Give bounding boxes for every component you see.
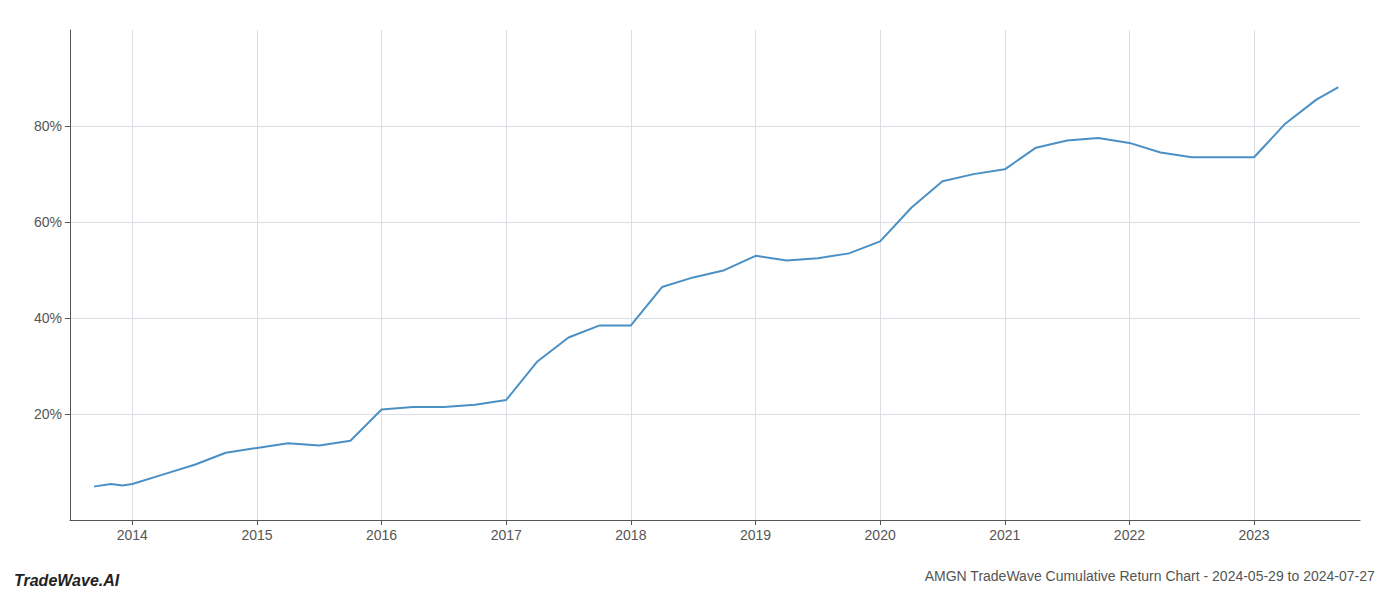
svg-text:2017: 2017 [491,527,522,543]
svg-text:2015: 2015 [241,527,272,543]
svg-text:2019: 2019 [740,527,771,543]
svg-text:80%: 80% [34,118,62,134]
svg-text:2020: 2020 [865,527,896,543]
svg-text:20%: 20% [34,406,62,422]
svg-text:2021: 2021 [989,527,1020,543]
svg-text:60%: 60% [34,214,62,230]
svg-text:2022: 2022 [1114,527,1145,543]
svg-text:40%: 40% [34,310,62,326]
svg-text:AMGN TradeWave Cumulative Retu: AMGN TradeWave Cumulative Return Chart -… [925,568,1375,584]
svg-text:TradeWave.AI: TradeWave.AI [14,572,120,589]
svg-text:2016: 2016 [366,527,397,543]
svg-text:2023: 2023 [1238,527,1269,543]
svg-text:2018: 2018 [615,527,646,543]
svg-text:2014: 2014 [117,527,148,543]
